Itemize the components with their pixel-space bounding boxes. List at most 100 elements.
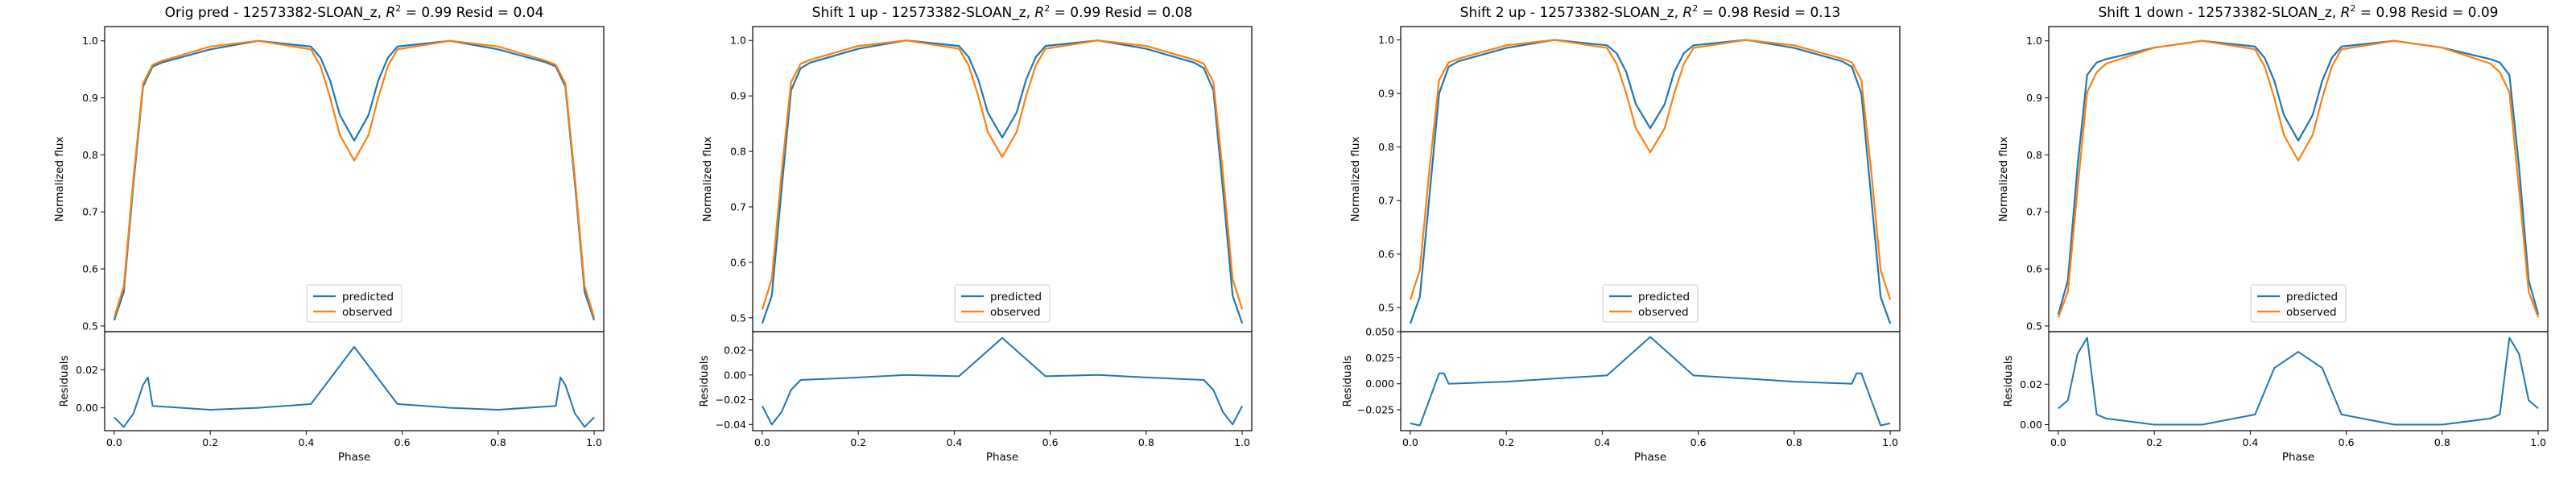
main-ylabel: Normalized flux — [1349, 137, 1362, 222]
residual-xlabel: Phase — [2282, 451, 2314, 464]
residual-xtick-label: 0.0 — [754, 436, 770, 448]
legend-box — [954, 284, 1051, 323]
main-ytick-label: 1.0 — [82, 35, 98, 47]
legend-label-observed: observed — [2286, 306, 2337, 319]
chart-title: Shift 1 up - 12573382-SLOAN_z, R2 = 0.99… — [812, 3, 1193, 21]
title-r-symbol: R — [2341, 5, 2351, 21]
residual-xtick-label: 0.8 — [1786, 436, 1802, 448]
residual-ylabel: Residuals — [698, 355, 711, 407]
residual-xtick-label: 0.4 — [2242, 436, 2258, 448]
residual-ytick-label: 0.00 — [724, 369, 746, 381]
main-ytick-label: 0.5 — [2026, 320, 2042, 332]
main-ylabel: Normalized flux — [1997, 137, 2010, 222]
panel-3: Shift 2 up - 12573382-SLOAN_z, R2 = 0.98… — [1341, 3, 1901, 464]
series-line-predicted — [761, 39, 1244, 324]
chart-title: Shift 2 up - 12573382-SLOAN_z, R2 = 0.98… — [1460, 3, 1841, 21]
main-ytick-label: 0.6 — [730, 256, 746, 268]
residual-xtick-label: 1.0 — [586, 436, 602, 448]
residual-xtick-label: 1.0 — [1234, 436, 1250, 448]
legend-label-observed: observed — [990, 306, 1041, 319]
residual-line — [114, 345, 595, 428]
legend-label-predicted: predicted — [1638, 291, 1690, 303]
title-prefix: Shift 1 up - 12573382-SLOAN_z, — [812, 5, 1035, 21]
main-ytick-label: 0.8 — [2026, 149, 2042, 161]
legend-box — [1602, 284, 1699, 323]
residual-xtick-label: 0.6 — [2339, 436, 2355, 448]
main-ytick-label: 0.6 — [82, 263, 98, 275]
main-ytick-label: 0.8 — [1378, 141, 1394, 153]
main-ytick-label: 0.9 — [1378, 88, 1394, 100]
residual-xtick-label: 0.4 — [298, 436, 314, 448]
legend-label-observed: observed — [342, 306, 393, 319]
chart-title: Shift 1 down - 12573382-SLOAN_z, R2 = 0.… — [2099, 3, 2499, 21]
main-ytick-label: 0.8 — [82, 149, 98, 161]
residual-ytick-label: −0.025 — [1357, 404, 1394, 416]
residual-line — [1410, 336, 1891, 427]
main-ytick-label: 0.7 — [730, 200, 746, 213]
legend: predicted observed — [2250, 284, 2347, 323]
title-r-symbol: R — [1034, 5, 1044, 21]
series-line-predicted — [1409, 39, 1892, 324]
residual-xtick-label: 0.6 — [394, 436, 411, 448]
residual-xlabel: Phase — [986, 451, 1018, 464]
title-prefix: Shift 1 down - 12573382-SLOAN_z, — [2099, 5, 2341, 21]
residual-xtick-label: 0.8 — [490, 436, 506, 448]
title-r-exponent: 2 — [395, 3, 401, 14]
residual-xtick-label: 0.0 — [106, 436, 122, 448]
main-ytick-label: 0.6 — [1378, 248, 1394, 260]
legend-label-predicted: predicted — [342, 291, 394, 303]
main-ytick-label: 0.7 — [82, 206, 98, 218]
main-ytick-label: 0.7 — [1378, 195, 1394, 207]
residual-xtick-label: 0.2 — [2146, 436, 2162, 448]
residual-xtick-label: 0.8 — [2434, 436, 2450, 448]
title-suffix: = 0.99 Resid = 0.04 — [401, 5, 543, 21]
title-prefix: Shift 2 up - 12573382-SLOAN_z, — [1460, 5, 1683, 21]
legend: predicted observed — [954, 284, 1051, 323]
chart-title: Orig pred - 12573382-SLOAN_z, R2 = 0.99 … — [165, 3, 544, 21]
residual-xtick-label: 0.8 — [1138, 436, 1154, 448]
residual-ylabel: Residuals — [2002, 355, 2015, 407]
main-ytick-label: 1.0 — [2026, 35, 2042, 47]
title-r-symbol: R — [386, 5, 395, 21]
main-ytick-label: 0.5 — [1378, 302, 1394, 314]
residual-xtick-label: 0.2 — [850, 436, 866, 448]
residual-xtick-label: 0.6 — [1690, 436, 1707, 448]
residual-xtick-label: 0.2 — [202, 436, 218, 448]
residual-ytick-label: −0.02 — [716, 394, 746, 406]
panel-2: Shift 1 up - 12573382-SLOAN_z, R2 = 0.99… — [698, 3, 1253, 464]
main-ytick-label: 0.8 — [730, 146, 746, 158]
residual-axes-frame — [104, 331, 605, 431]
main-ylabel: Normalized flux — [53, 137, 66, 222]
residual-axes-frame — [752, 331, 1253, 431]
title-suffix: = 0.98 Resid = 0.09 — [2355, 5, 2498, 21]
residual-ytick-label: 0.050 — [1365, 326, 1394, 338]
residual-ytick-label: −0.04 — [716, 419, 746, 431]
series-line-predicted — [113, 39, 596, 321]
residual-xtick-label: 0.4 — [1594, 436, 1610, 448]
residual-ytick-label: 0.000 — [1365, 378, 1394, 390]
residual-xlabel: Phase — [338, 451, 370, 464]
title-suffix: = 0.99 Resid = 0.08 — [1050, 5, 1192, 21]
title-r-exponent: 2 — [1044, 3, 1050, 14]
panel-4: Shift 1 down - 12573382-SLOAN_z, R2 = 0.… — [1997, 3, 2549, 464]
residual-ylabel: Residuals — [58, 355, 71, 407]
main-ytick-label: 1.0 — [730, 35, 746, 47]
residual-xtick-label: 0.0 — [2050, 436, 2066, 448]
series-line-observed — [761, 39, 1244, 310]
main-ytick-label: 0.9 — [730, 90, 746, 102]
title-r-symbol: R — [1682, 5, 1692, 21]
title-suffix: = 0.98 Resid = 0.13 — [1698, 5, 1840, 21]
series-line-predicted — [2057, 39, 2540, 315]
residual-ytick-label: 0.02 — [724, 345, 746, 357]
main-ytick-label: 0.7 — [2026, 206, 2042, 218]
residual-line — [762, 336, 1243, 426]
title-r-exponent: 2 — [1692, 3, 1698, 14]
residual-xtick-label: 0.4 — [946, 436, 962, 448]
title-prefix: Orig pred - 12573382-SLOAN_z, — [165, 5, 386, 21]
residual-xtick-label: 1.0 — [1882, 436, 1898, 448]
residual-line — [2058, 336, 2539, 426]
residual-ytick-label: 0.02 — [2020, 378, 2042, 390]
legend: predicted observed — [1602, 284, 1699, 323]
residual-axes-frame — [1400, 331, 1901, 431]
